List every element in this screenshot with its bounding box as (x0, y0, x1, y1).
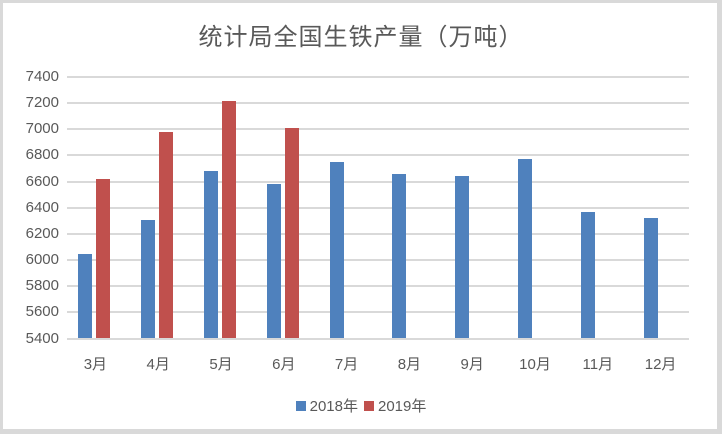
x-tick-label: 12月 (644, 356, 677, 373)
gridline (67, 76, 689, 78)
x-tick-label: 10月 (519, 356, 551, 373)
gridline (67, 128, 689, 131)
legend-item: 2019年 (364, 395, 426, 416)
bar-2018年-9月 (455, 176, 470, 339)
y-tick-label: 7400 (25, 68, 59, 85)
legend-item: 2018年 (295, 395, 358, 416)
x-tick-label: 7月 (334, 356, 359, 373)
x-tick-label: 5月 (209, 356, 233, 373)
gridline (67, 102, 689, 105)
bar-2019年-5月 (222, 100, 236, 339)
bar-2018年-8月 (392, 173, 407, 339)
gridline (67, 337, 689, 340)
chart-frame: 统计局全国生铁产量（万吨） 5400 5600 5800 6000 6200 6400 66… (2, 2, 718, 430)
gridline (67, 180, 689, 183)
y-tick-label: 5400 (25, 329, 59, 347)
gridline (67, 206, 689, 209)
bar-2019年-6月 (284, 127, 299, 339)
y-tick-label: 6800 (25, 146, 59, 164)
y-tick-label: 6400 (25, 198, 59, 216)
bar-2018年-5月 (204, 171, 218, 339)
y-tick-label: 6600 (25, 172, 59, 190)
y-tick-label: 5800 (25, 277, 59, 295)
x-tick-label: 9月 (460, 356, 484, 373)
bar-2018年-4月 (141, 219, 156, 339)
x-tick-label: 8月 (397, 356, 422, 373)
x-tick-label: 6月 (272, 356, 296, 373)
gridline (67, 154, 689, 157)
y-tick-label: 6000 (25, 251, 59, 269)
gridline (67, 285, 689, 288)
legend-label: 2019年 (378, 398, 427, 415)
legend-swatch-icon (364, 400, 374, 411)
legend-label: 2018年 (309, 398, 358, 415)
gridline (67, 232, 689, 235)
legend: 2018年 2019年 (3, 395, 719, 416)
x-tick-label: 4月 (146, 356, 170, 373)
bar-2019年-4月 (159, 131, 174, 339)
x-tick-label: 3月 (83, 356, 108, 373)
gridline (67, 311, 689, 314)
y-tick-label: 7200 (25, 94, 59, 112)
bar-2018年-11月 (580, 211, 595, 339)
legend-swatch-icon (295, 400, 306, 411)
bar-2019年-3月 (96, 178, 111, 339)
chart-title: 统计局全国生铁产量（万吨） (198, 23, 524, 51)
bar-2018年-10月 (518, 159, 532, 339)
bar-2018年-3月 (78, 253, 93, 339)
gridline (67, 259, 689, 262)
bar-2018年-6月 (266, 184, 281, 339)
bar-2018年-12月 (643, 218, 658, 339)
plot-area: 5400 5600 5800 6000 6200 6400 6600 6800 7000 7200… (3, 3, 719, 431)
y-tick-label: 5600 (25, 303, 59, 321)
bar-2018年-7月 (329, 161, 344, 339)
y-tick-label: 7000 (25, 120, 59, 138)
x-tick-label: 11月 (582, 356, 614, 373)
y-tick-label: 6200 (25, 224, 59, 242)
